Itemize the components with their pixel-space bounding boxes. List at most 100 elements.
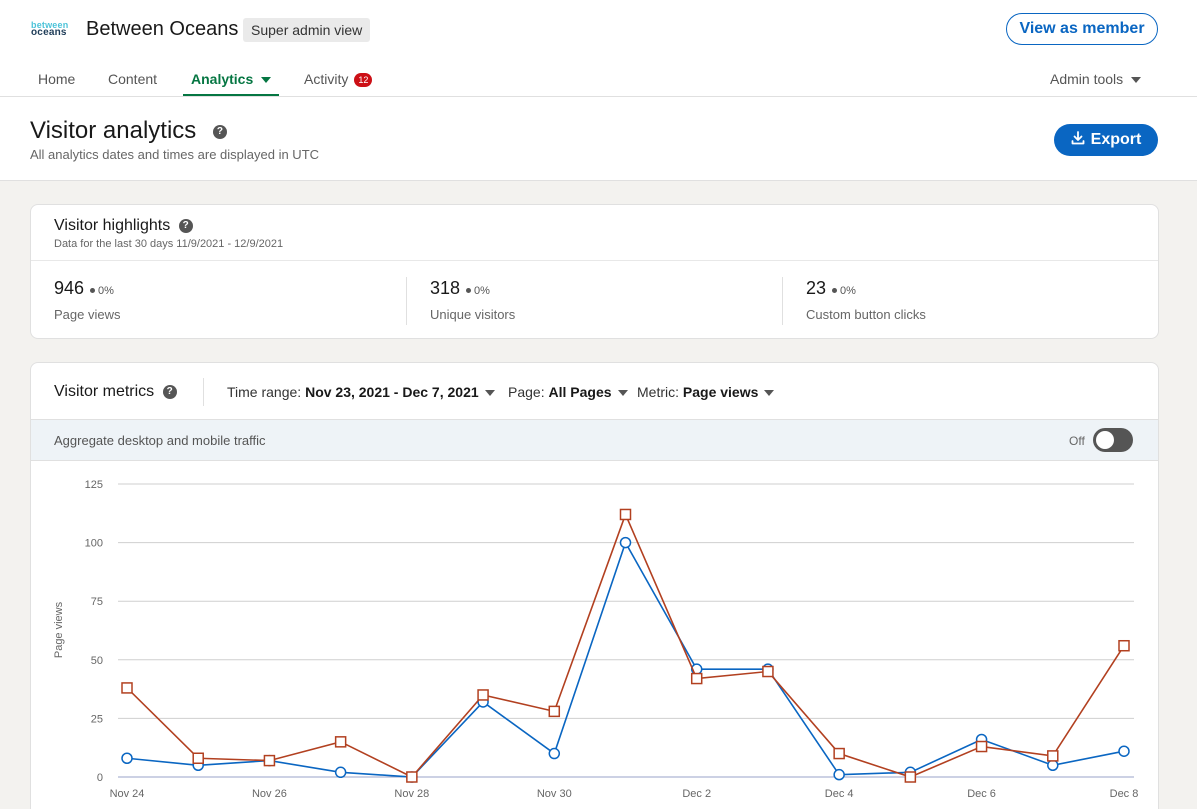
tab-content[interactable]: Content — [108, 62, 157, 96]
data-point-circle — [548, 747, 561, 760]
y-tick-label: 50 — [91, 655, 103, 667]
series-line-2 — [126, 512, 1125, 778]
top-bar: between oceans Between Oceans Super admi… — [0, 0, 1197, 97]
time-range-dropdown[interactable]: Time range: Nov 23, 2021 - Dec 7, 2021 — [227, 384, 495, 400]
data-point-circle — [334, 766, 347, 779]
y-tick-label: 25 — [91, 713, 103, 725]
data-point-square — [192, 752, 204, 764]
tab-analytics[interactable]: Analytics — [183, 62, 280, 96]
data-point-square — [477, 689, 489, 701]
divider — [406, 277, 407, 325]
stat-value: 318 — [430, 278, 461, 298]
aggregate-traffic-row: Aggregate desktop and mobile traffic Off — [31, 419, 1158, 461]
metric-value: Page views — [682, 384, 759, 400]
divider — [203, 378, 204, 406]
data-point-square — [406, 771, 418, 783]
page-title-text: Visitor analytics — [30, 117, 197, 144]
x-tick-label: Dec 6 — [967, 788, 996, 800]
metrics-title-text: Visitor metrics — [54, 383, 155, 400]
notification-badge: 12 — [354, 73, 373, 87]
export-label: Export — [1090, 131, 1142, 148]
x-tick-label: Nov 24 — [110, 788, 145, 800]
data-point-square — [263, 754, 276, 767]
chevron-down-icon — [764, 390, 775, 397]
data-point-square — [1047, 750, 1059, 762]
visitor-highlights-card: Visitor highlights ? Data for the last 3… — [30, 204, 1159, 339]
stat-delta: 0% — [90, 285, 114, 297]
super-admin-badge: Super admin view — [243, 18, 371, 42]
export-button[interactable]: Export — [1054, 124, 1158, 156]
divider — [782, 277, 783, 325]
divider — [31, 260, 1158, 261]
admin-tools-menu[interactable]: Admin tools — [1050, 62, 1142, 96]
org-logo[interactable]: between oceans — [31, 20, 73, 40]
x-tick-label: Dec 4 — [825, 788, 854, 800]
toggle-state-label: Off — [1069, 434, 1085, 448]
page-title: Visitor analytics ? — [30, 117, 227, 145]
tab-content-label: Content — [108, 71, 158, 87]
page-dropdown[interactable]: Page: All Pages — [508, 384, 628, 400]
stat-delta: 0% — [832, 285, 856, 297]
x-tick-label: Dec 8 — [1110, 788, 1139, 800]
tab-home[interactable]: Home — [38, 62, 75, 96]
help-icon[interactable]: ? — [162, 384, 177, 399]
y-tick-label: 0 — [97, 772, 103, 784]
stat-label: Custom button clicks — [806, 307, 926, 322]
data-point-square — [762, 665, 774, 678]
x-tick-label: Nov 30 — [537, 788, 572, 800]
y-axis-label: Page views — [53, 601, 65, 658]
page-subtitle: All analytics dates and times are displa… — [30, 147, 320, 162]
metric-dropdown[interactable]: Metric: Page views — [637, 384, 775, 400]
chevron-down-icon — [1131, 77, 1142, 84]
x-tick-label: Dec 2 — [682, 788, 711, 800]
highlights-title-text: Visitor highlights — [54, 217, 171, 234]
data-point-circle — [833, 768, 845, 781]
download-icon — [1071, 131, 1085, 145]
data-point-circle — [619, 536, 632, 549]
admin-tools-label: Admin tools — [1050, 71, 1124, 87]
stat-page-views: 946 0% Page views — [54, 278, 404, 328]
tab-activity[interactable]: Activity 12 — [304, 62, 373, 96]
stat-delta: 0% — [466, 285, 490, 297]
time-range-value: Nov 23, 2021 - Dec 7, 2021 — [305, 384, 479, 400]
chevron-down-icon — [261, 77, 272, 84]
view-as-member-button[interactable]: View as member — [1006, 13, 1158, 45]
highlights-subtitle: Data for the last 30 days 11/9/2021 - 12… — [54, 238, 284, 250]
data-point-square — [975, 740, 988, 753]
stat-value: 23 — [806, 278, 827, 298]
y-tick-label: 100 — [85, 538, 103, 550]
x-tick-label: Nov 26 — [252, 788, 287, 800]
data-point-square — [548, 705, 561, 718]
data-point-square — [121, 682, 133, 694]
admin-nav: Home Content Analytics Activity 12 Admin … — [0, 62, 1197, 96]
x-tick-label: Nov 28 — [394, 788, 429, 800]
data-point-circle — [1047, 759, 1059, 772]
data-point-square — [334, 736, 347, 748]
data-point-square — [833, 747, 845, 760]
highlights-title: Visitor highlights ? — [54, 217, 193, 235]
data-point-square — [1118, 639, 1130, 652]
page-header: Visitor analytics ? All analytics dates … — [0, 97, 1197, 181]
tab-activity-label: Activity — [304, 71, 349, 87]
help-icon[interactable]: ? — [212, 124, 227, 139]
data-point-square — [619, 508, 632, 521]
data-point-square — [690, 672, 703, 685]
chevron-down-icon — [484, 390, 495, 397]
visitor-metrics-card: Visitor metrics ? Time range: Nov 23, 20… — [30, 362, 1159, 809]
page-label: Page: — [508, 384, 545, 400]
toggle-knob — [1096, 431, 1114, 449]
page-views-line-chart: 0 25 50 75 100 125 Nov 24 Nov 26 Nov 28 Nov 30 Dec… — [53, 479, 1139, 800]
metric-label: Metric: — [637, 384, 679, 400]
data-point-circle — [1118, 745, 1130, 757]
metrics-title: Visitor metrics ? — [54, 383, 177, 401]
time-range-label: Time range: — [227, 384, 302, 400]
stat-unique-visitors: 318 0% Unique visitors — [430, 278, 780, 328]
stat-value: 946 — [54, 278, 85, 298]
help-icon[interactable]: ? — [178, 218, 193, 233]
tab-analytics-label: Analytics — [191, 71, 254, 87]
data-point-square — [904, 771, 917, 783]
aggregate-traffic-toggle[interactable] — [1093, 428, 1133, 452]
aggregate-traffic-label: Aggregate desktop and mobile traffic — [54, 433, 266, 448]
org-name[interactable]: Between Oceans — [86, 18, 239, 40]
stat-custom-button-clicks: 23 0% Custom button clicks — [806, 278, 1156, 328]
